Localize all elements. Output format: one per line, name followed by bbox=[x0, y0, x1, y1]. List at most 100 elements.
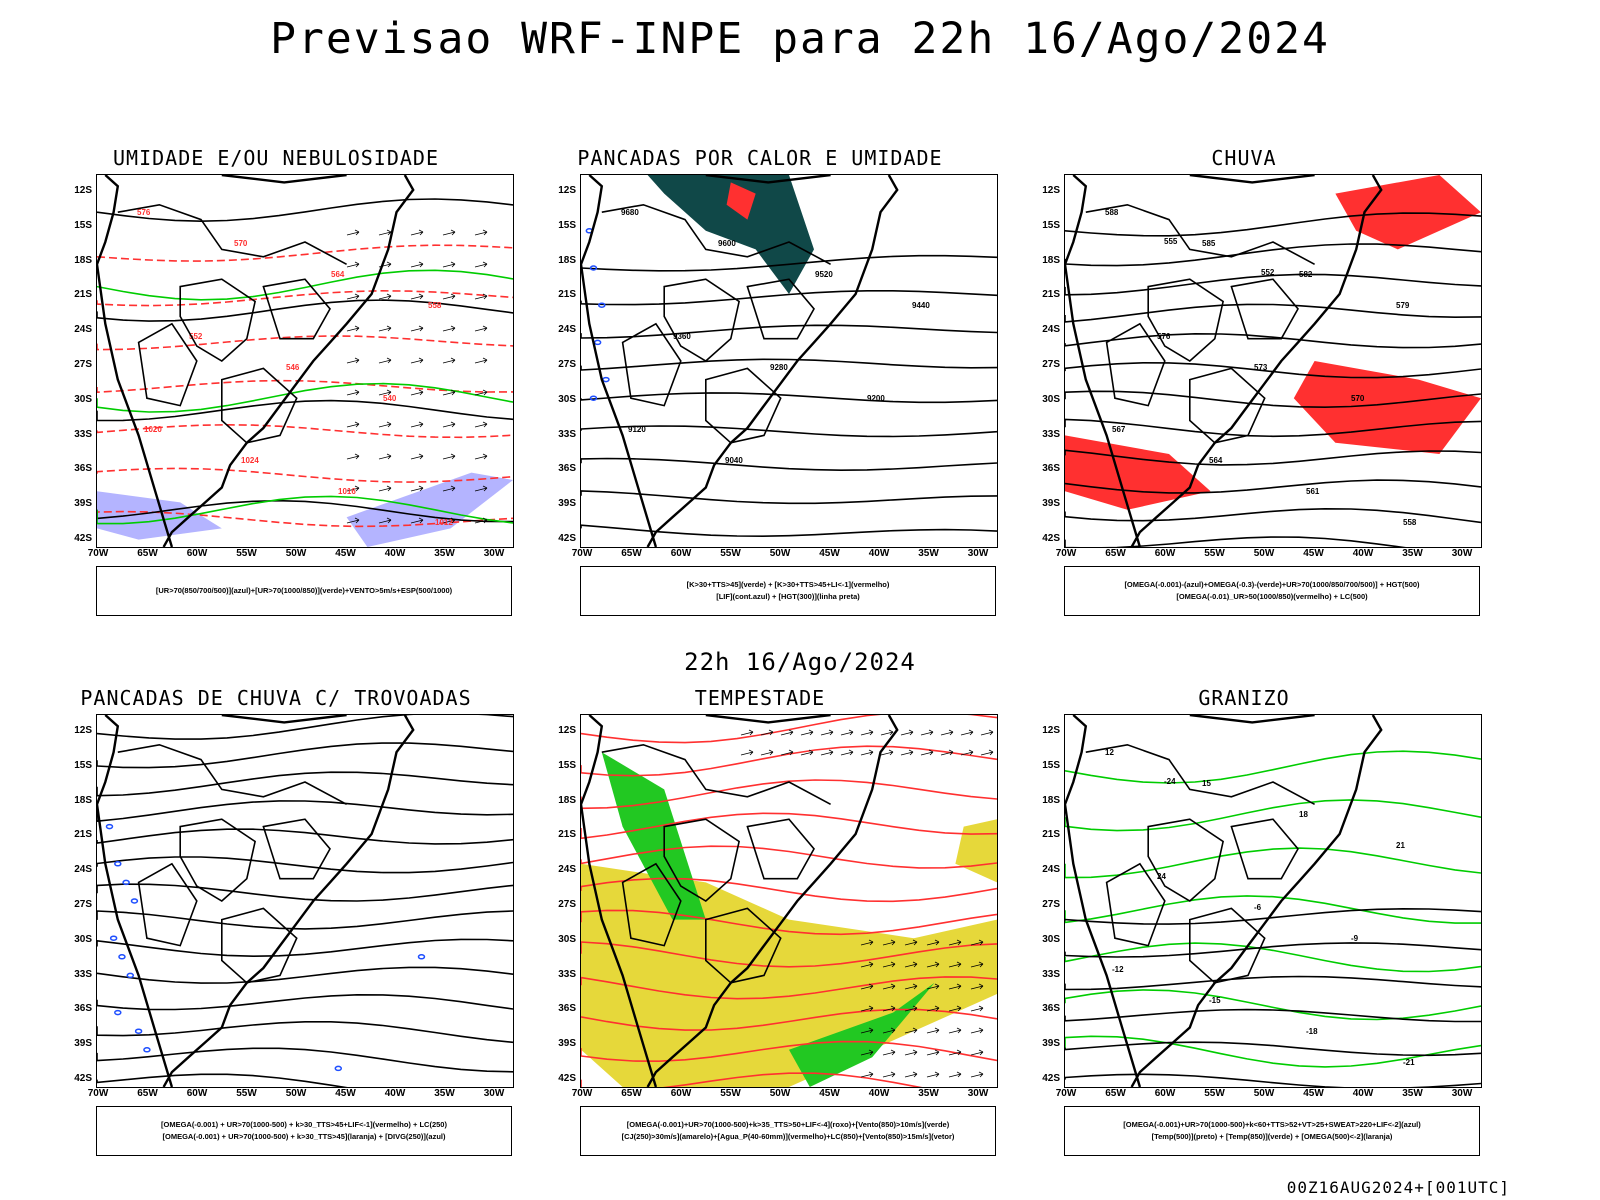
longitude-tick-label: 50W bbox=[1253, 548, 1275, 559]
contour-label: -9 bbox=[1351, 934, 1359, 943]
wind-vector bbox=[940, 749, 954, 756]
longitude-tick-label: 55W bbox=[1204, 548, 1225, 559]
latitude-tick-label: 36S bbox=[74, 1003, 92, 1015]
wind-vector bbox=[948, 1027, 962, 1034]
latitude-tick-label: 15S bbox=[74, 219, 92, 231]
latitude-tick-label: 21S bbox=[558, 829, 576, 841]
longitude-tick-label: 70W bbox=[87, 1088, 109, 1099]
humidity-low-contour bbox=[97, 269, 513, 301]
map-canvas bbox=[581, 715, 997, 1087]
divergence-contour bbox=[134, 1028, 143, 1034]
streamline-250 bbox=[97, 938, 513, 958]
longitude-tick-label: 55W bbox=[720, 1088, 741, 1099]
latitude-tick-label: 24S bbox=[558, 864, 576, 876]
latitude-tick-label: 27S bbox=[1042, 359, 1060, 370]
latitude-tick-label: 36S bbox=[1042, 1003, 1060, 1015]
divergence-contour bbox=[114, 1009, 122, 1016]
wind-vector bbox=[474, 325, 488, 332]
contour-label: 21 bbox=[1396, 841, 1405, 850]
wind-vector bbox=[474, 453, 488, 460]
wind-vector bbox=[904, 1005, 918, 1012]
map-canvas: 588 585 582 579 576 573 570 567 564 561 558 555 552 bbox=[1065, 175, 1481, 547]
height-500-contour bbox=[1065, 273, 1481, 296]
latitude-tick-label: 42S bbox=[558, 533, 576, 544]
wind-vector bbox=[860, 1071, 874, 1078]
contour-label: 9680 bbox=[621, 208, 639, 217]
longitude-tick-label: 40W bbox=[868, 548, 890, 559]
wind-vector bbox=[920, 749, 934, 756]
wind-vector bbox=[960, 729, 974, 736]
longitude-tick-label: 30W bbox=[967, 1088, 989, 1099]
streamline-850 bbox=[581, 941, 997, 968]
legend-text: [OMEGA(-0.001) + UR>70(1000-500) + k>30_… bbox=[162, 1132, 446, 1141]
latitude-tick-label: 30S bbox=[74, 933, 92, 945]
latitude-tick-label: 39S bbox=[558, 1038, 576, 1050]
latitude-axis: 12S 15S 18S 21S 24S 27S 30S 33S 36S 39S 42S bbox=[60, 174, 96, 546]
streamline-250 bbox=[97, 742, 513, 769]
wind-vector bbox=[410, 229, 424, 236]
latitude-tick-label: 12S bbox=[1042, 185, 1060, 196]
wind-vector bbox=[920, 729, 934, 736]
panel-chuva: CHUVA 12S 15S 18S 21S 24S 27S 30S 33S 36S 39S 42S 58… bbox=[1004, 146, 1484, 636]
longitude-tick-label: 40W bbox=[384, 548, 406, 559]
longitude-tick-label: 45W bbox=[819, 548, 840, 559]
longitude-axis: 70W 65W 60W 55W 50W 45W 40W 35W 30W bbox=[1056, 548, 1480, 562]
longitude-tick-label: 30W bbox=[1451, 1088, 1473, 1099]
streamline-250 bbox=[97, 993, 513, 1011]
wind-vector bbox=[378, 421, 392, 428]
wind-vector bbox=[780, 749, 794, 756]
panel-title: TEMPESTADE bbox=[694, 686, 826, 710]
latitude-tick-label: 39S bbox=[1042, 498, 1060, 510]
temperature-500-contour bbox=[1065, 1008, 1481, 1023]
longitude-tick-label: 35W bbox=[1402, 1088, 1423, 1099]
longitude-axis: 70W 65W 60W 55W 50W 45W 40W 35W 30W bbox=[88, 1088, 512, 1102]
wind-vector bbox=[860, 749, 874, 756]
height-500-contour bbox=[1065, 212, 1481, 237]
wind-vector bbox=[860, 1027, 874, 1034]
legend-text: [OMEGA(-0.001)-(azul)+OMEGA(-0.3)-(verde… bbox=[1124, 580, 1420, 589]
wind-vector bbox=[346, 389, 360, 396]
temperature-500-contour bbox=[1065, 907, 1481, 925]
height-500-contour bbox=[1065, 507, 1481, 524]
temperature-850-contour bbox=[1065, 989, 1481, 1021]
contour-label: 9120 bbox=[628, 425, 646, 434]
humidity-shading bbox=[97, 491, 222, 540]
wind-vector bbox=[926, 983, 940, 990]
wind-vector bbox=[474, 261, 488, 268]
coastline bbox=[581, 715, 899, 1087]
wind-vector bbox=[410, 389, 424, 396]
contour-label: -6 bbox=[1254, 903, 1262, 912]
longitude-tick-label: 60W bbox=[670, 1088, 692, 1099]
panel-pancadas-calor: PANCADAS POR CALOR E UMIDADE 12S 15S 18S 21S… bbox=[520, 146, 1000, 636]
pressure-contour bbox=[97, 499, 513, 523]
contour-label: 552 bbox=[1261, 268, 1275, 277]
latitude-tick-label: 24S bbox=[1042, 324, 1060, 336]
wind-vector bbox=[926, 1071, 940, 1078]
contour-label: -15 bbox=[1209, 996, 1221, 1005]
wind-vector bbox=[410, 325, 424, 332]
longitude-tick-label: 50W bbox=[285, 1088, 307, 1099]
legend-text: [OMEGA(-0.001)+UR>70(1000-500)+k<60+TTS>… bbox=[1123, 1120, 1421, 1129]
contour-label: 564 bbox=[331, 270, 345, 279]
streamline-850 bbox=[581, 1008, 997, 1031]
wind-vector bbox=[378, 357, 392, 364]
forecast-time-label: 22h 16/Ago/2024 bbox=[684, 648, 916, 676]
wind-vector bbox=[980, 749, 994, 756]
wind-850-shading bbox=[789, 982, 935, 1087]
contour-label: 9440 bbox=[912, 301, 930, 310]
instability-shading bbox=[726, 182, 756, 220]
latitude-tick-label: 30S bbox=[1042, 393, 1060, 405]
wind-vector bbox=[926, 961, 940, 968]
longitude-tick-label: 30W bbox=[1451, 548, 1473, 559]
rain-shading bbox=[1335, 175, 1481, 250]
thickness-contour bbox=[97, 244, 513, 262]
latitude-axis: 12S 15S 18S 21S 24S 27S 30S 33S 36S 39S 42S bbox=[544, 174, 580, 546]
longitude-tick-label: 35W bbox=[918, 548, 939, 559]
longitude-tick-label: 50W bbox=[1253, 1088, 1275, 1099]
contour-label: 585 bbox=[1202, 239, 1216, 248]
longitude-tick-label: 55W bbox=[236, 548, 257, 559]
wind-vector bbox=[904, 939, 918, 946]
latitude-tick-label: 39S bbox=[74, 498, 92, 510]
map-canvas: 576 570 564 558 552 546 540 1020 1024 1016 1012 bbox=[97, 175, 513, 547]
legend-text: [OMEGA(-0.001)+UR>70(1000-500)+k>35_TTS>… bbox=[626, 1120, 950, 1129]
